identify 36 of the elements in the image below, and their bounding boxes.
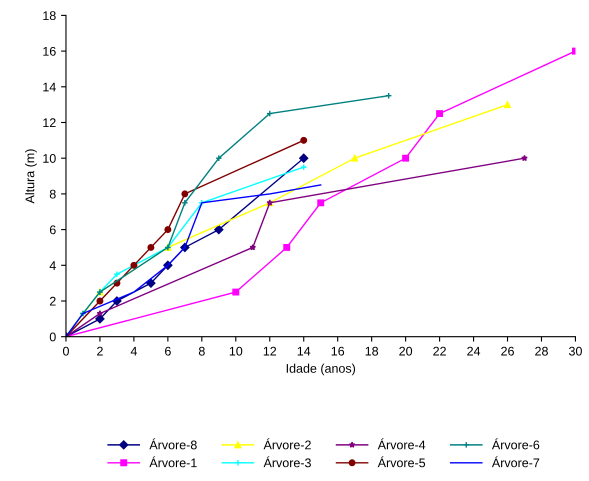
- y-tick-label: 2: [50, 296, 56, 306]
- x-tick-label: 6: [165, 346, 171, 356]
- x-tick-label: 22: [433, 346, 446, 356]
- y-tick-label: 18: [43, 11, 56, 20]
- y-tick-label: 4: [50, 261, 56, 270]
- x-tick-label: 30: [568, 346, 582, 356]
- x-tick-label: 18: [366, 346, 378, 356]
- x-tick-label: 24: [467, 346, 480, 356]
- legend-label: Árvore-6: [492, 438, 540, 450]
- x-tick-label: 20: [399, 346, 412, 356]
- y-tick-label: 14: [43, 82, 56, 92]
- x-tick-label: 28: [535, 346, 548, 356]
- legend-label: Árvore-3: [264, 456, 311, 468]
- legend-label: Árvore-8: [149, 438, 197, 450]
- y-tick-label: 16: [43, 46, 56, 56]
- x-tick-label: 14: [298, 346, 310, 356]
- legend-label: Árvore-4: [378, 438, 426, 450]
- y-tick-label: 8: [50, 190, 56, 199]
- x-tick-label: 10: [230, 346, 242, 356]
- x-tick-label: 16: [332, 346, 344, 356]
- x-tick-label: 4: [130, 346, 138, 356]
- x-tick-label: 26: [501, 346, 514, 356]
- legend-label: Árvore-7: [492, 456, 540, 468]
- y-axis-title: Altura (m): [25, 149, 37, 204]
- x-tick-label: 2: [97, 346, 103, 356]
- x-tick-label: 12: [264, 346, 276, 356]
- x-axis-title: Idade (anos): [286, 364, 356, 376]
- legend-label: Árvore-1: [149, 456, 197, 468]
- y-tick-label: 10: [43, 154, 56, 163]
- legend-label: Árvore-2: [264, 438, 311, 450]
- x-tick-label: 0: [62, 346, 69, 356]
- y-tick-label: 6: [50, 225, 56, 234]
- legend-label: Árvore-5: [378, 456, 426, 468]
- x-tick-label: 8: [198, 346, 205, 356]
- y-tick-label: 0: [50, 332, 56, 342]
- y-tick-label: 12: [43, 118, 56, 128]
